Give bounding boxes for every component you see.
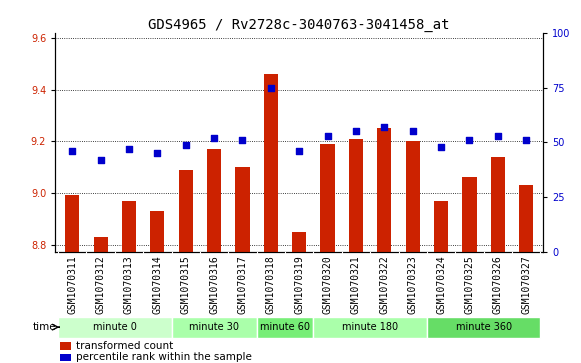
Point xyxy=(323,133,332,139)
Bar xyxy=(462,178,476,252)
Text: GSM1070314: GSM1070314 xyxy=(152,256,162,314)
Bar xyxy=(264,74,278,252)
Text: minute 30: minute 30 xyxy=(189,322,239,332)
Point xyxy=(266,85,275,90)
Text: GSM1070316: GSM1070316 xyxy=(209,256,219,314)
Point xyxy=(352,129,361,134)
Point xyxy=(436,144,446,150)
Bar xyxy=(94,237,107,252)
Point xyxy=(295,148,304,154)
Bar xyxy=(235,167,250,252)
Text: GSM1070311: GSM1070311 xyxy=(67,256,77,314)
Point xyxy=(96,157,105,163)
Text: GSM1070327: GSM1070327 xyxy=(521,256,531,314)
Bar xyxy=(65,195,80,252)
Bar xyxy=(207,149,221,252)
Text: GSM1070322: GSM1070322 xyxy=(379,256,389,314)
Text: minute 360: minute 360 xyxy=(456,322,512,332)
FancyBboxPatch shape xyxy=(427,317,540,338)
Point xyxy=(153,151,162,156)
Text: GSM1070320: GSM1070320 xyxy=(322,256,332,314)
Text: GSM1070323: GSM1070323 xyxy=(408,256,418,314)
Text: GSM1070325: GSM1070325 xyxy=(464,256,475,314)
FancyBboxPatch shape xyxy=(58,317,171,338)
Text: transformed count: transformed count xyxy=(76,341,173,351)
FancyBboxPatch shape xyxy=(313,317,427,338)
Text: GSM1070317: GSM1070317 xyxy=(238,256,248,314)
Text: percentile rank within the sample: percentile rank within the sample xyxy=(76,352,252,362)
Text: minute 180: minute 180 xyxy=(342,322,398,332)
Text: minute 0: minute 0 xyxy=(93,322,137,332)
Bar xyxy=(60,342,71,350)
Bar xyxy=(406,141,420,252)
Text: minute 60: minute 60 xyxy=(260,322,310,332)
Bar xyxy=(122,201,136,252)
Bar xyxy=(150,211,164,252)
Text: GSM1070318: GSM1070318 xyxy=(266,256,276,314)
Text: GSM1070315: GSM1070315 xyxy=(181,256,191,314)
Text: GSM1070313: GSM1070313 xyxy=(124,256,134,314)
Point xyxy=(124,146,134,152)
Point xyxy=(380,124,389,130)
Point xyxy=(493,133,503,139)
Bar xyxy=(491,157,505,252)
FancyBboxPatch shape xyxy=(257,317,313,338)
Point xyxy=(209,135,218,141)
Point xyxy=(181,142,191,148)
Point xyxy=(522,137,531,143)
Title: GDS4965 / Rv2728c-3040763-3041458_at: GDS4965 / Rv2728c-3040763-3041458_at xyxy=(149,18,450,32)
Bar xyxy=(519,185,533,252)
Point xyxy=(238,137,247,143)
Text: GSM1070321: GSM1070321 xyxy=(351,256,361,314)
Point xyxy=(465,137,474,143)
Bar xyxy=(178,170,193,252)
Bar xyxy=(434,201,448,252)
Text: GSM1070319: GSM1070319 xyxy=(294,256,304,314)
FancyBboxPatch shape xyxy=(171,317,257,338)
Text: GSM1070324: GSM1070324 xyxy=(436,256,446,314)
Bar xyxy=(349,139,363,252)
Point xyxy=(67,148,77,154)
Point xyxy=(408,129,417,134)
Bar xyxy=(377,128,392,252)
Text: time: time xyxy=(33,322,56,332)
Bar xyxy=(321,144,335,252)
Text: GSM1070312: GSM1070312 xyxy=(96,256,106,314)
Bar xyxy=(60,354,71,361)
Text: GSM1070326: GSM1070326 xyxy=(493,256,503,314)
Bar xyxy=(292,232,306,252)
